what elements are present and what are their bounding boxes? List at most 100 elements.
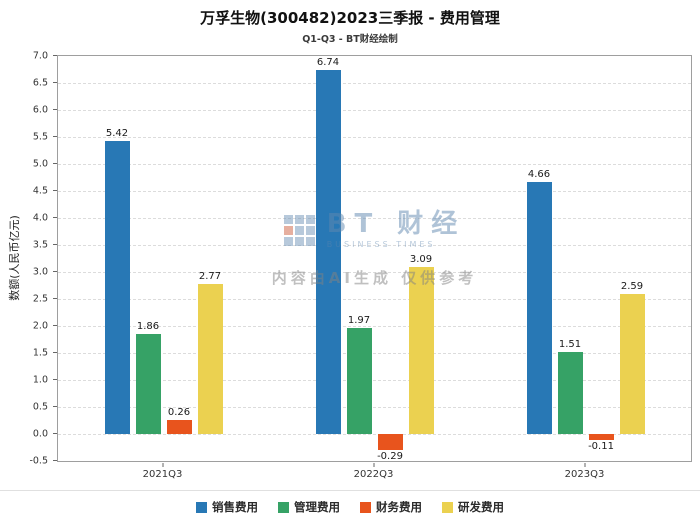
legend-label: 研发费用	[458, 500, 504, 514]
bar-value-label: -0.29	[377, 450, 403, 462]
y-tick-mark	[53, 190, 57, 191]
gridline	[58, 245, 691, 246]
y-tick-mark	[53, 82, 57, 83]
gridline	[58, 218, 691, 219]
y-tick-label: 4.5	[32, 185, 48, 197]
bt-logo-row: BT 财经 BUSINESS TIMES	[283, 211, 466, 249]
legend: 销售费用 管理费用 财务费用 研发费用	[0, 499, 700, 515]
bar-value-label: 1.86	[136, 320, 160, 332]
x-tick-label: 2022Q3	[353, 469, 394, 480]
legend-label: 财务费用	[376, 500, 422, 514]
bar	[315, 70, 341, 434]
bar-value-label: -0.11	[588, 440, 614, 452]
gridline	[58, 380, 691, 381]
legend-label: 管理费用	[294, 500, 340, 514]
bar	[377, 434, 403, 450]
bar	[557, 352, 583, 434]
gridline	[58, 83, 691, 84]
y-tick-mark	[53, 244, 57, 245]
y-tick-label: 2.5	[32, 293, 48, 305]
gridline	[58, 191, 691, 192]
y-tick-label: 1.5	[32, 347, 48, 359]
legend-label: 销售费用	[212, 500, 258, 514]
y-tick-label: 6.0	[32, 104, 48, 116]
x-tick-label: 2021Q3	[142, 469, 183, 480]
y-tick-label: 0.5	[32, 401, 48, 413]
gridline	[58, 326, 691, 327]
x-tick-mark	[373, 463, 374, 467]
bar-value-label: 5.42	[105, 128, 129, 140]
gridline	[58, 434, 691, 435]
bar-value-label: 1.51	[558, 339, 582, 351]
y-tick-label: 5.5	[32, 131, 48, 143]
y-tick-mark	[53, 217, 57, 218]
bar-value-label: 3.09	[409, 254, 433, 266]
bar-value-label: 6.74	[316, 57, 340, 69]
ai-generated-note: 内容由AI生成 仅供参考	[271, 269, 478, 287]
x-tick-mark	[162, 463, 163, 467]
y-tick-mark	[53, 163, 57, 164]
bar-value-label: 0.26	[167, 406, 191, 418]
y-tick-label: 4.0	[32, 212, 48, 224]
y-tick-mark	[53, 406, 57, 407]
y-tick-label: 1.0	[32, 374, 48, 386]
y-tick-label: 3.5	[32, 239, 48, 251]
bar-value-label: 1.97	[347, 314, 371, 326]
bar	[588, 434, 614, 440]
legend-item: 财务费用	[360, 499, 422, 515]
legend-item: 管理费用	[278, 499, 340, 515]
y-tick-mark	[53, 55, 57, 56]
y-tick-mark	[53, 109, 57, 110]
plot-area: BT 财经 BUSINESS TIMES 内容由AI生成 仅供参考 5.42 1.…	[57, 55, 692, 462]
y-tick-mark	[53, 271, 57, 272]
gridline	[58, 407, 691, 408]
y-tick-label: 3.0	[32, 266, 48, 278]
chart-title: 万孚生物(300482)2023三季报 - 费用管理	[200, 9, 500, 27]
y-tick-label: 5.0	[32, 158, 48, 170]
bar-value-label: 4.66	[527, 169, 551, 181]
chart-subtitle: Q1-Q3 - BT财经绘制	[302, 34, 398, 45]
watermark-logo-title: BT 财经	[326, 209, 466, 239]
y-tick-mark	[53, 325, 57, 326]
y-tick-label: 2.0	[32, 320, 48, 332]
y-tick-mark	[53, 352, 57, 353]
bar	[408, 267, 434, 434]
bar	[197, 284, 223, 434]
bt-logo-icon	[283, 214, 315, 246]
x-axis: 2021Q3 2022Q3 2023Q3	[57, 463, 692, 481]
bar	[135, 333, 161, 434]
y-tick-mark	[53, 136, 57, 137]
legend-swatch	[278, 501, 289, 513]
bar-value-label: 2.59	[620, 281, 644, 293]
gridline	[58, 137, 691, 138]
bt-logo-text: BT 财经 BUSINESS TIMES	[327, 211, 466, 249]
bar-value-label: 2.77	[198, 271, 222, 283]
bar	[346, 327, 372, 434]
y-tick-mark	[53, 298, 57, 299]
legend-separator	[0, 490, 700, 491]
y-axis: 7.0 6.5 6.0 5.5 5.0 4.5 4.0 3.5 3.0 2.5 2.0 1.5 1.0 0…	[0, 51, 57, 467]
bar	[526, 182, 552, 434]
y-tick-label: -0.5	[29, 455, 48, 467]
y-tick-label: 0.0	[32, 428, 48, 440]
bar	[619, 294, 645, 434]
legend-item: 销售费用	[196, 499, 258, 515]
y-tick-label: 6.5	[32, 77, 48, 89]
y-tick-mark	[53, 433, 57, 434]
bar	[104, 141, 130, 434]
gridline	[58, 353, 691, 354]
legend-swatch	[360, 501, 371, 513]
gridline	[58, 272, 691, 273]
legend-swatch	[196, 501, 207, 513]
gridline	[58, 164, 691, 165]
legend-swatch	[442, 501, 453, 513]
watermark: BT 财经 BUSINESS TIMES 内容由AI生成 仅供参考	[58, 211, 691, 288]
y-tick-mark	[53, 379, 57, 380]
y-tick-mark	[53, 460, 57, 461]
gridline	[58, 110, 691, 111]
y-tick-label: 7.0	[32, 50, 48, 62]
x-tick-label: 2023Q3	[564, 469, 605, 480]
bar	[166, 419, 192, 434]
x-tick-mark	[584, 463, 585, 467]
